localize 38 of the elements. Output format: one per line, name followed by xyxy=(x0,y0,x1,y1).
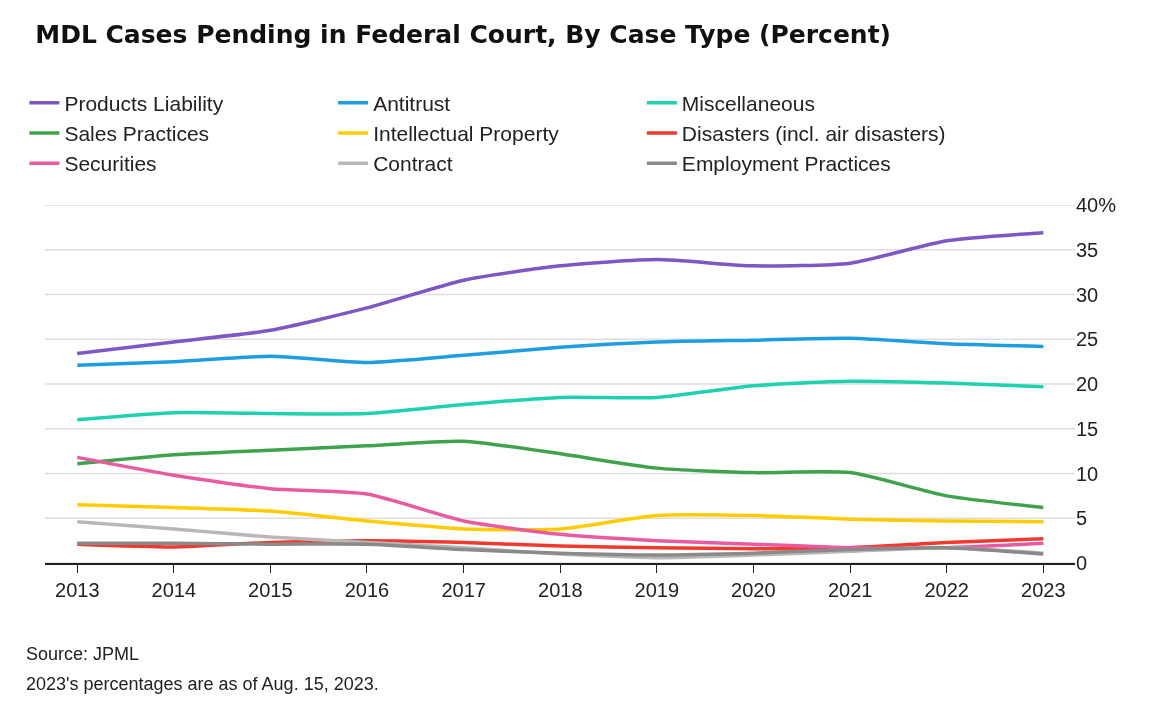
legend-label: Intellectual Property xyxy=(373,122,560,146)
line-series xyxy=(75,503,1046,532)
y-tick-label: 5 xyxy=(1076,507,1088,530)
x-tick-label: 2022 xyxy=(924,578,969,601)
x-tick-label: 2020 xyxy=(731,578,776,601)
text: 2023's percentages are as of Aug. 15, 2023. xyxy=(26,674,379,694)
x-tick-label: 2023 xyxy=(1021,578,1066,601)
y-tick-label: 35 xyxy=(1076,238,1099,261)
legend-label: Securities xyxy=(64,152,157,176)
legend-label: Disasters (incl. air disasters) xyxy=(681,122,946,146)
y-tick-label: 30 xyxy=(1076,283,1099,306)
x-tick-label: 2016 xyxy=(344,578,390,601)
y-tick-label: 0 xyxy=(1076,552,1088,574)
x-tick-label: 2014 xyxy=(151,578,197,601)
source-note: Source: JPML xyxy=(26,644,140,664)
y-tick-label: 15 xyxy=(1076,417,1099,440)
legend-label: Employment Practices xyxy=(681,152,891,176)
legend-label: Miscellaneous xyxy=(681,91,815,115)
line-series xyxy=(75,231,1046,356)
y-tick-label: 25 xyxy=(1076,328,1099,351)
chart-title: MDL Cases Pending in Federal Court, By Case Type (Percent) xyxy=(35,19,892,49)
x-tick-label: 2019 xyxy=(634,578,680,601)
x-tick-label: 2018 xyxy=(538,578,583,601)
legend-label: Sales Practices xyxy=(64,122,210,146)
x-tick-label: 2021 xyxy=(827,578,873,601)
legend-label: Contract xyxy=(373,152,453,176)
x-tick-label: 2015 xyxy=(248,578,293,601)
line-series xyxy=(75,379,1046,422)
line-series xyxy=(75,541,1046,557)
line-series xyxy=(75,439,1046,510)
x-tick-label: 2013 xyxy=(55,578,100,601)
y-tick-label: 20 xyxy=(1076,373,1099,395)
line-series xyxy=(75,336,1046,367)
legend-label: Products Liability xyxy=(64,91,224,115)
y-tick-label: 10 xyxy=(1076,462,1099,485)
y-tick-label: 40% xyxy=(1076,194,1117,216)
x-tick-label: 2017 xyxy=(441,578,486,601)
legend-label: Antitrust xyxy=(373,91,451,115)
